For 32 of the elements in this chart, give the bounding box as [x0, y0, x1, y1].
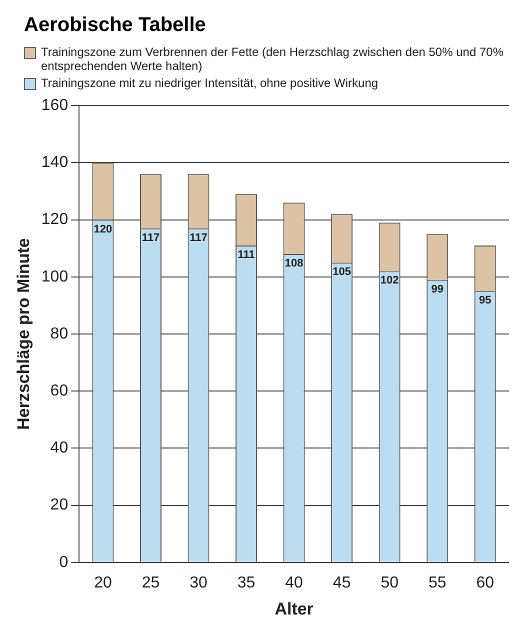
x-tick-label: 50 — [380, 574, 399, 592]
legend-label: Trainingszone zum Verbrennen der Fette (den Herzschlag zwischen den 50% und 70% entsprechenden Werte halten) — [41, 45, 504, 73]
data-label: 117 — [142, 232, 160, 244]
y-tick-label: 140 — [41, 154, 68, 172]
data-label: 111 — [238, 249, 255, 262]
data-label: 120 — [94, 223, 112, 236]
x-tick-label: 60 — [476, 574, 494, 592]
y-axis-title: Herzschläge pro Minute — [14, 238, 33, 430]
x-tick-label: 45 — [332, 574, 351, 592]
data-label: 105 — [332, 266, 351, 278]
chart-title: Aerobische Tabelle — [23, 13, 207, 37]
y-tick-label: 80 — [50, 325, 68, 342]
y-tick-label: 100 — [41, 268, 68, 286]
data-label: 108 — [284, 258, 304, 270]
y-tick-label: 20 — [50, 496, 68, 514]
y-tick-label: 0 — [59, 554, 68, 571]
x-tick-label: 35 — [237, 574, 256, 592]
x-tick-label: 30 — [190, 574, 208, 592]
y-tick-label: 40 — [50, 440, 68, 457]
data-label: 117 — [190, 232, 208, 244]
x-tick-label: 55 — [428, 574, 446, 592]
y-tick-label: 120 — [41, 211, 68, 228]
data-label: 95 — [478, 294, 492, 307]
data-label: 99 — [431, 283, 444, 296]
data-label: 102 — [380, 274, 399, 287]
x-axis-title: Alter — [274, 599, 314, 618]
y-tick-label: 160 — [41, 97, 68, 114]
x-tick-label: 25 — [142, 574, 160, 592]
legend-label: Trainingszone mit zu niedriger Intensität, ohne positive Wirkung — [41, 76, 378, 90]
x-tick-label: 40 — [285, 574, 304, 592]
y-tick-label: 60 — [50, 382, 68, 400]
x-tick-label: 20 — [94, 574, 112, 592]
